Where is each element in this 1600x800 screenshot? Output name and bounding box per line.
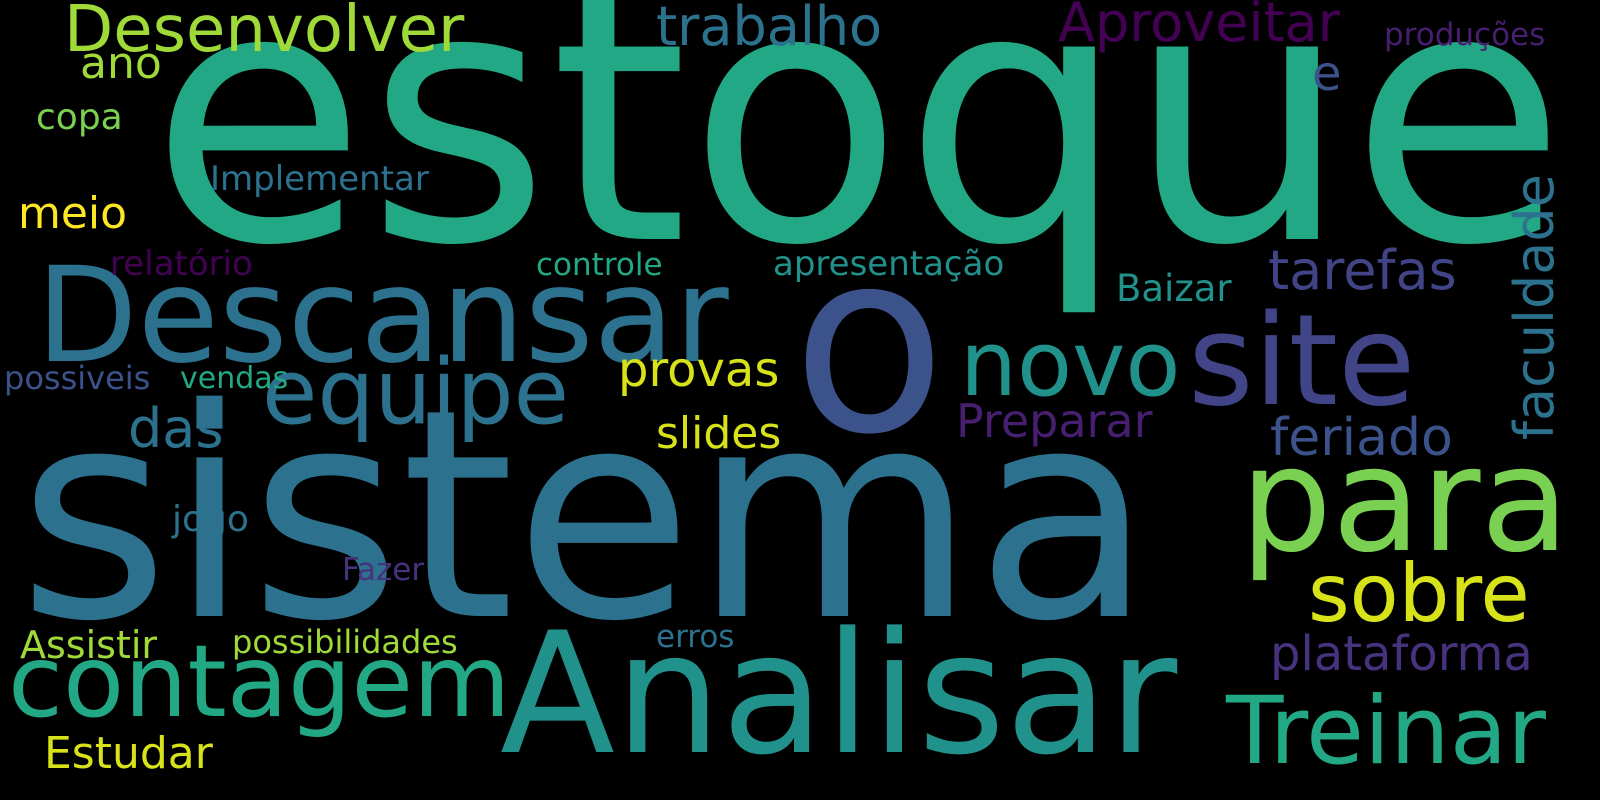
word-descansar: Descansar bbox=[36, 239, 729, 393]
word-sobre: sobre bbox=[1308, 547, 1530, 640]
word-relatorio: relatório bbox=[110, 244, 253, 284]
word-meio: meio bbox=[18, 188, 128, 239]
word-possibilidades: possibilidades bbox=[232, 623, 458, 661]
word-contagem: contagem bbox=[8, 623, 511, 740]
word-erros: erros bbox=[656, 619, 735, 655]
word-sistema: sistema bbox=[18, 348, 1154, 685]
word-para: para bbox=[1240, 416, 1570, 585]
word-feriado: feriado bbox=[1270, 408, 1453, 468]
word-baizar: Baizar bbox=[1116, 267, 1232, 310]
word-producoes: produções bbox=[1384, 17, 1546, 53]
word-estudar: Estudar bbox=[44, 728, 213, 779]
word-slides: slides bbox=[656, 408, 782, 459]
word-plataforma: plataforma bbox=[1270, 626, 1533, 682]
word-e: e bbox=[1312, 46, 1342, 102]
word-fazer: Fazer bbox=[342, 552, 425, 588]
word-jogo: jogo bbox=[172, 499, 249, 540]
word-assistir: Assistir bbox=[20, 623, 158, 667]
word-estoque: estoque bbox=[150, 0, 1567, 323]
word-analisar: Analisar bbox=[500, 596, 1178, 792]
word-aproveitar: Aproveitar bbox=[1058, 0, 1340, 54]
word-trabalho: trabalho bbox=[656, 0, 883, 58]
word-provas: provas bbox=[618, 342, 780, 398]
word-possiveis: possiveis bbox=[4, 359, 151, 397]
word-ano: ano bbox=[80, 38, 162, 89]
word-preparar: Preparar bbox=[956, 394, 1153, 448]
word-novo: novo bbox=[960, 312, 1181, 417]
word-controle: controle bbox=[536, 247, 663, 283]
word-das: das bbox=[128, 397, 224, 460]
word-faculdade: faculdade bbox=[1503, 174, 1566, 440]
word-treinar: Treinar bbox=[1226, 677, 1546, 786]
word-site: site bbox=[1188, 287, 1416, 434]
word-vendas: vendas bbox=[180, 361, 289, 396]
word-desenvolver: Desenvolver bbox=[64, 0, 465, 67]
word-apresentacao: apresentação bbox=[773, 244, 1005, 284]
word-tarefas: tarefas bbox=[1268, 239, 1457, 302]
word-copa: copa bbox=[36, 97, 123, 138]
word-implementar: Implementar bbox=[210, 159, 429, 199]
word-o: o bbox=[792, 197, 947, 490]
word-equipe: equipe bbox=[262, 340, 570, 445]
